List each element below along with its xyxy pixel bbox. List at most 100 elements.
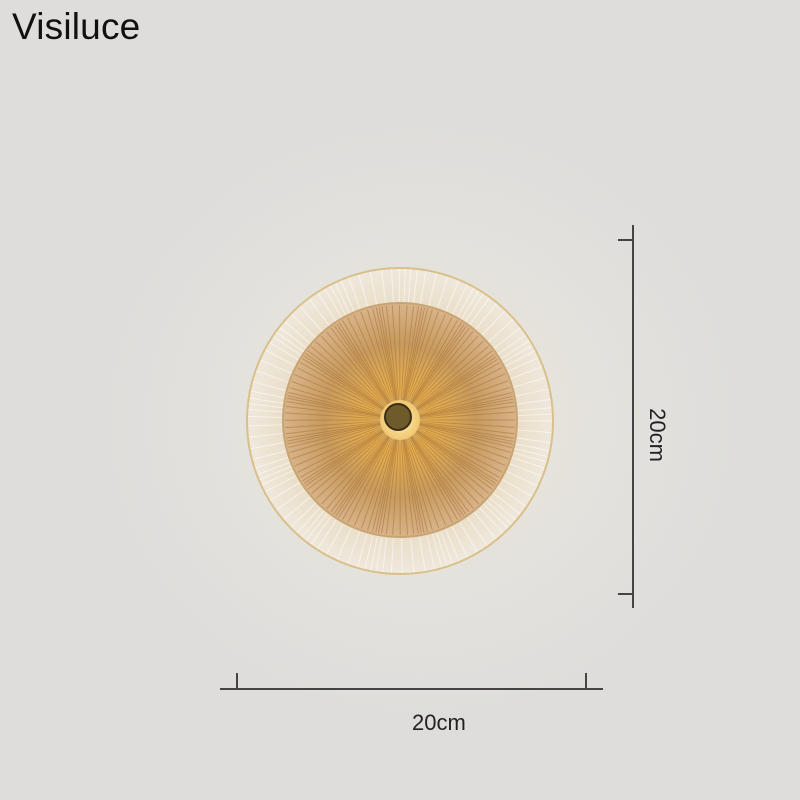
glass-ridge bbox=[493, 492, 521, 515]
glass-ridge bbox=[408, 317, 453, 403]
glass-ridge bbox=[467, 517, 488, 546]
glass-ridge bbox=[390, 538, 394, 573]
glass-ridge bbox=[342, 320, 391, 403]
glass-ridge bbox=[451, 526, 468, 558]
glass-ridge bbox=[248, 415, 283, 419]
glass-ridge bbox=[294, 374, 382, 413]
glass-ridge bbox=[483, 503, 509, 529]
glass-ridge bbox=[310, 516, 332, 545]
glass-ridge bbox=[265, 475, 296, 493]
glass-ridge bbox=[403, 307, 426, 401]
glass-ridge bbox=[303, 430, 384, 484]
glass-ridge bbox=[416, 353, 495, 410]
glass-ridge bbox=[248, 403, 283, 409]
glass-ridge bbox=[412, 269, 418, 304]
glass-ridge bbox=[415, 350, 493, 409]
glass-ridge bbox=[382, 538, 388, 573]
height-label: 20cm bbox=[644, 408, 670, 462]
glass-ridge bbox=[338, 436, 390, 518]
glass-ridge bbox=[419, 422, 514, 439]
glass-ridge bbox=[406, 311, 439, 402]
glass-ridge bbox=[489, 497, 516, 521]
glass-ridge bbox=[333, 436, 389, 515]
glass-ridge bbox=[502, 345, 533, 363]
glass-ridge bbox=[474, 512, 497, 540]
glass-ridge bbox=[419, 425, 511, 453]
glass-ridge bbox=[311, 432, 385, 494]
outer-glass-texture bbox=[248, 268, 552, 573]
glass-ridge bbox=[497, 486, 527, 507]
glass-ridge bbox=[364, 535, 374, 570]
glass-ridge bbox=[418, 380, 509, 414]
glass-ridge bbox=[336, 528, 352, 560]
glass-ridge bbox=[248, 408, 283, 413]
glass-ridge bbox=[347, 437, 392, 523]
glass-ridge bbox=[304, 355, 384, 410]
glass-ridge bbox=[259, 465, 292, 481]
glass-ridge bbox=[342, 437, 391, 520]
glass-ridge bbox=[248, 424, 283, 427]
glass-ridge bbox=[517, 407, 552, 412]
glass-ridge bbox=[326, 524, 344, 555]
glass-ridge bbox=[411, 435, 470, 513]
glass-ridge bbox=[375, 307, 397, 401]
glass-ridge bbox=[512, 377, 546, 388]
glass-ridge bbox=[285, 421, 381, 435]
glass-ridge bbox=[289, 387, 381, 415]
glass-ridge bbox=[514, 448, 548, 458]
glass-ridge bbox=[392, 439, 400, 535]
glass-ridge bbox=[308, 298, 331, 327]
glass-ridge bbox=[287, 395, 381, 417]
glass-ridge bbox=[468, 297, 490, 326]
glass-ridge bbox=[487, 319, 514, 343]
glass-ridge bbox=[288, 391, 381, 416]
glass-ridge bbox=[456, 287, 475, 319]
glass-ridge bbox=[412, 330, 474, 405]
glass-ridge bbox=[419, 423, 514, 442]
glass-ridge bbox=[411, 327, 470, 405]
glass-ridge bbox=[371, 439, 396, 532]
glass-ridge bbox=[286, 397, 381, 417]
glass-ridge bbox=[403, 439, 425, 533]
glass-ridge bbox=[353, 438, 393, 526]
glass-ridge bbox=[402, 439, 419, 534]
glass-ridge bbox=[286, 422, 381, 439]
glass-ridge bbox=[403, 439, 422, 534]
glass-ridge bbox=[417, 428, 503, 473]
glass-ridge bbox=[413, 434, 480, 505]
glass-ridge bbox=[400, 439, 409, 535]
glass-ridge bbox=[419, 395, 513, 417]
glass-ridge bbox=[375, 439, 397, 533]
glass-ridge bbox=[253, 381, 287, 392]
glass-ridge bbox=[276, 489, 305, 511]
glass-ridge bbox=[410, 436, 462, 518]
glass-ridge bbox=[417, 362, 500, 411]
glass-ridge bbox=[283, 496, 311, 520]
glass-ridge bbox=[493, 327, 521, 350]
glass-ridge bbox=[404, 439, 428, 532]
glass-ridge bbox=[378, 306, 397, 401]
glass-ridge bbox=[356, 534, 368, 568]
glass-ridge bbox=[410, 324, 465, 404]
glass-ridge bbox=[445, 529, 460, 562]
height-tick-bottom bbox=[618, 593, 633, 595]
glass-ridge bbox=[297, 428, 383, 473]
glass-ridge bbox=[270, 482, 300, 501]
glass-ridge bbox=[315, 433, 386, 500]
glass-ridge bbox=[445, 280, 460, 313]
glass-ridge bbox=[460, 290, 480, 321]
glass-ridge bbox=[326, 435, 388, 509]
glass-ridge bbox=[305, 513, 328, 541]
glass-ridge bbox=[509, 463, 542, 477]
glass-ridge bbox=[436, 533, 448, 566]
glass-ridge bbox=[407, 269, 412, 304]
glass-ridge bbox=[419, 386, 511, 415]
glass-ridge bbox=[415, 432, 489, 494]
glass-ridge bbox=[305, 353, 384, 409]
glass-ridge bbox=[419, 423, 513, 445]
glass-ridge bbox=[513, 452, 547, 463]
glass-ridge bbox=[255, 457, 288, 469]
glass-ridge bbox=[459, 522, 478, 553]
glass-ridge bbox=[417, 366, 503, 412]
